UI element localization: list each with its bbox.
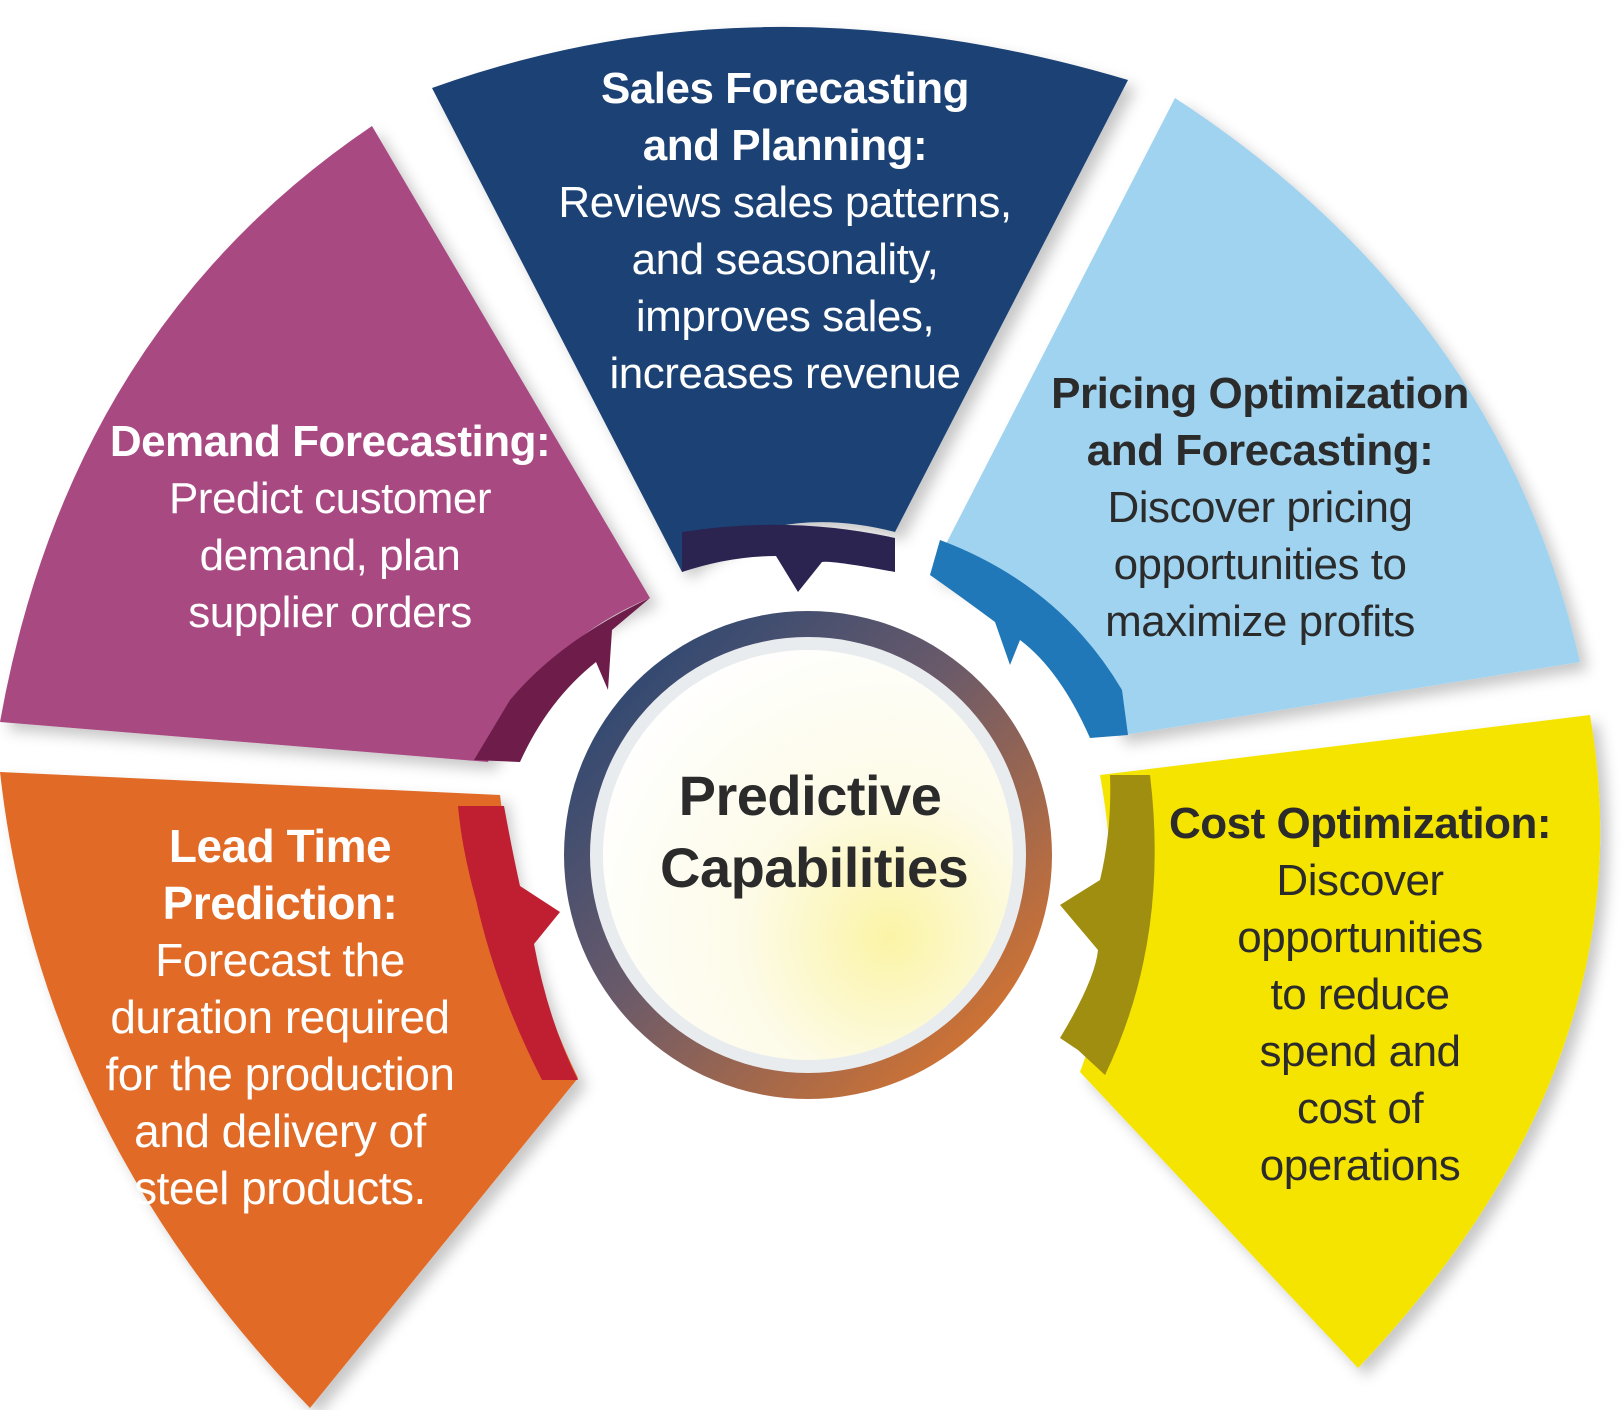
sales-desc-line1: Reviews sales patterns, <box>558 178 1012 227</box>
sales-arrow <box>682 524 895 592</box>
center-label: Predictive Capabilities <box>660 760 969 904</box>
demand-desc-line3: supplier orders <box>188 588 472 637</box>
pricing-title-line1: Pricing Optimization <box>1051 369 1469 418</box>
pricing-title-line2: and Forecasting: <box>1086 426 1434 475</box>
lead-time-segment <box>0 772 578 1408</box>
lead-time-desc-line5: steel products. <box>134 1162 426 1214</box>
cost-arrow <box>1060 775 1155 1075</box>
cost-text: Cost Optimization: Discover opportunitie… <box>1150 795 1570 1194</box>
lead-time-text: Lead Time Prediction: Forecast the durat… <box>65 818 495 1217</box>
sales-text: Sales Forecasting and Planning: Reviews … <box>535 60 1035 402</box>
lead-time-arrow <box>458 806 578 1080</box>
lead-time-desc-line3: for the production <box>105 1048 455 1100</box>
cost-desc-line1: Discover <box>1276 856 1444 905</box>
demand-segment <box>0 126 650 762</box>
pricing-segment <box>930 98 1580 736</box>
center-label-line1: Predictive <box>678 764 942 827</box>
sales-title-line1: Sales Forecasting <box>600 64 970 113</box>
pricing-desc-line1: Discover pricing <box>1107 483 1413 532</box>
cost-title-line1: Cost Optimization: <box>1168 799 1552 848</box>
lead-time-desc-line1: Forecast the <box>155 934 405 986</box>
cost-desc-line5: cost of <box>1296 1084 1424 1133</box>
pricing-desc-line2: opportunities to <box>1113 540 1407 589</box>
cost-desc-line2: opportunities <box>1237 913 1483 962</box>
cost-desc-line3: to reduce <box>1270 970 1450 1019</box>
demand-desc-line2: demand, plan <box>199 531 461 580</box>
cost-desc-line6: operations <box>1259 1141 1461 1190</box>
cost-desc-line4: spend and <box>1259 1027 1461 1076</box>
center-label-line2: Capabilities <box>660 836 969 899</box>
lead-time-title-line1: Lead Time <box>168 820 392 872</box>
sales-segment <box>432 26 1128 573</box>
pricing-text: Pricing Optimization and Forecasting: Di… <box>1020 365 1500 650</box>
cost-segment <box>1080 715 1601 1368</box>
sales-desc-line3: improves sales, <box>635 292 935 341</box>
demand-title-line1: Demand Forecasting: <box>109 417 551 466</box>
demand-text: Demand Forecasting: Predict customer dem… <box>100 413 560 641</box>
lead-time-desc-line4: and delivery of <box>134 1105 426 1157</box>
center-disc <box>603 650 1013 1060</box>
demand-desc-line1: Predict customer <box>168 474 492 523</box>
demand-arrow <box>474 598 650 762</box>
pricing-arrow <box>930 540 1128 738</box>
pricing-desc-line3: maximize profits <box>1105 597 1415 646</box>
lead-time-desc-line2: duration required <box>110 991 450 1043</box>
sales-desc-line2: and seasonality, <box>631 235 939 284</box>
lead-time-title-line2: Prediction: <box>162 877 398 929</box>
sales-title-line2: and Planning: <box>642 121 928 170</box>
sales-desc-line4: increases revenue <box>609 349 961 398</box>
